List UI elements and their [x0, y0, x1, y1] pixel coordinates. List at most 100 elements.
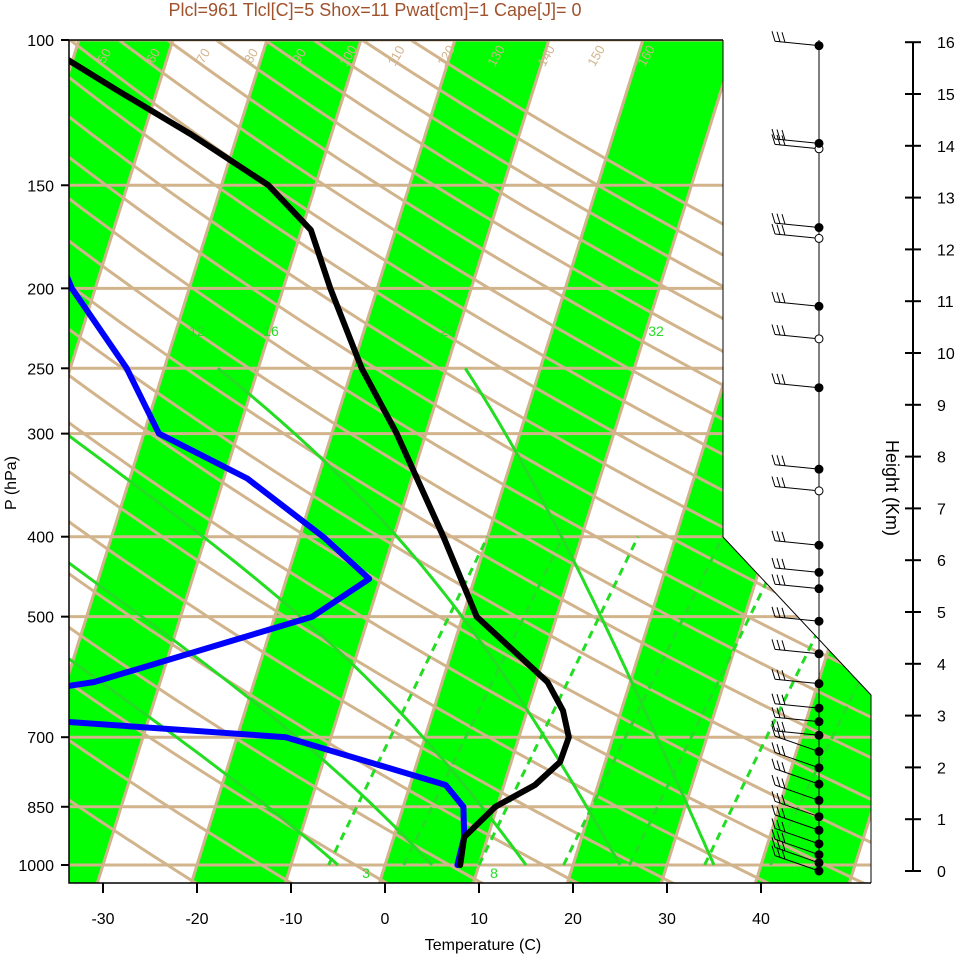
mixing-ratio-line [402, 536, 565, 866]
plot-frame-right [722, 40, 872, 883]
height-tick-label: 8 [937, 450, 946, 467]
wind-barb-feather [776, 639, 781, 651]
wind-barb-feather [771, 291, 776, 303]
wind-barb-feather [771, 758, 776, 769]
wind-barb-feather [781, 129, 786, 141]
x-tick-label: -30 [91, 911, 114, 928]
height-axis-title: Height (Km) [882, 440, 902, 536]
isotherm-band [379, 40, 737, 883]
wind-barb-feather [781, 745, 786, 757]
wind-barb-staff [774, 751, 820, 769]
wind-barb-staff [774, 333, 820, 340]
wind-barb-feather [771, 373, 776, 384]
wind-barb-feather [771, 818, 776, 829]
height-tick-label: 15 [937, 87, 955, 104]
wind-barb-feather [776, 224, 781, 235]
wind-level-dot [814, 747, 824, 757]
wind-barb-feather [771, 530, 776, 541]
wind-barb-staff [774, 567, 820, 573]
mixing-ratio-line [562, 536, 724, 866]
mixing-ratio-label: 32 [648, 323, 664, 339]
mixing-ratio-label: 16 [263, 323, 279, 339]
wind-barb-feather [776, 324, 781, 336]
wind-barb-feather [771, 454, 776, 465]
pressure-tick-label: 300 [27, 427, 54, 444]
wind-barb-feather [771, 639, 776, 650]
dry-adiabat-line [117, 40, 871, 497]
wind-barb-feather [776, 373, 781, 384]
wind-level-dot [814, 334, 824, 344]
dry-adiabat-line [166, 40, 871, 463]
wind-level-dot [814, 383, 824, 393]
dry-adiabat-label: 110 [384, 43, 407, 68]
x-tick-label: 20 [564, 911, 582, 928]
wind-barb-feather [771, 845, 776, 856]
wind-level-dot [814, 717, 824, 727]
isotherm-line [69, 40, 269, 679]
mixing-ratio-label: 3 [362, 865, 370, 881]
wind-barb-staff [774, 703, 820, 709]
wind-barb-feather [781, 840, 786, 852]
mixing-ratio-label: 12 [189, 323, 205, 339]
wind-barb-feather [776, 694, 781, 705]
height-tick-label: 4 [937, 657, 946, 674]
dry-adiabat-label: 60 [143, 46, 163, 66]
height-tick-label: 12 [937, 242, 955, 259]
wind-barb-feather [771, 31, 776, 42]
wind-barb-feather [776, 744, 781, 755]
pressure-tick-label: 100 [27, 33, 54, 50]
wind-barb-staff [774, 735, 820, 753]
mixing-ratio-label: 8 [490, 865, 498, 881]
wind-barb-feather [771, 725, 776, 737]
wind-barb-feather [781, 794, 786, 805]
wind-level-dot [814, 858, 824, 868]
dry-adiabat-line [69, 282, 871, 760]
wind-barb-feather [771, 557, 776, 569]
wind-barb-feather [781, 808, 786, 819]
wind-level-dot [814, 679, 824, 689]
mixing-ratio-line [628, 536, 790, 866]
wind-barb-feather [771, 223, 776, 235]
wind-level-dot [814, 301, 824, 311]
wind-barb-feather [781, 640, 786, 651]
wind-barb-feather [771, 693, 776, 704]
wind-barb-feather [781, 292, 786, 304]
wind-barb-feather [771, 669, 776, 680]
wind-barb-staff [774, 846, 820, 864]
moist-adiabat-line [69, 657, 339, 867]
pressure-tick-label: 200 [27, 281, 54, 298]
height-tick-label: 10 [937, 346, 955, 363]
wind-barb-feather [776, 707, 781, 718]
wind-barb-feather [776, 213, 781, 224]
wind-barb-feather [781, 224, 786, 236]
wind-level-dot [814, 486, 824, 496]
wind-barb-feather [781, 558, 786, 570]
wind-level-dot [814, 763, 824, 773]
height-tick-label: 9 [937, 398, 946, 415]
x-tick-label: 30 [658, 911, 676, 928]
wind-barb-feather [776, 531, 781, 542]
height-tick-label: 0 [937, 864, 946, 881]
wind-barb-feather [771, 774, 776, 786]
mixing-ratio-label: 24 [440, 323, 456, 339]
wind-barb-feather [771, 837, 776, 848]
wind-barb-feather [771, 606, 776, 617]
pressure-tick-label: 400 [27, 530, 54, 547]
isotherm-band [191, 40, 549, 883]
x-tick-label: 40 [752, 911, 770, 928]
wind-level-dot [814, 584, 824, 594]
wind-barb-staff [774, 678, 820, 685]
wind-level-dot [814, 850, 824, 860]
height-tick-label: 16 [937, 35, 955, 52]
wind-barb-staff [774, 827, 820, 845]
wind-barb-feather [771, 574, 776, 585]
height-tick-label: 5 [937, 605, 946, 622]
wind-barb-feather [771, 707, 776, 718]
dry-adiabat-line [69, 40, 871, 532]
wind-barb-feather [776, 839, 781, 850]
wind-barb-feather [781, 325, 786, 336]
wind-barb-feather [776, 574, 781, 585]
dewpoint-profile [69, 273, 468, 868]
wind-barb-staff [774, 616, 820, 622]
